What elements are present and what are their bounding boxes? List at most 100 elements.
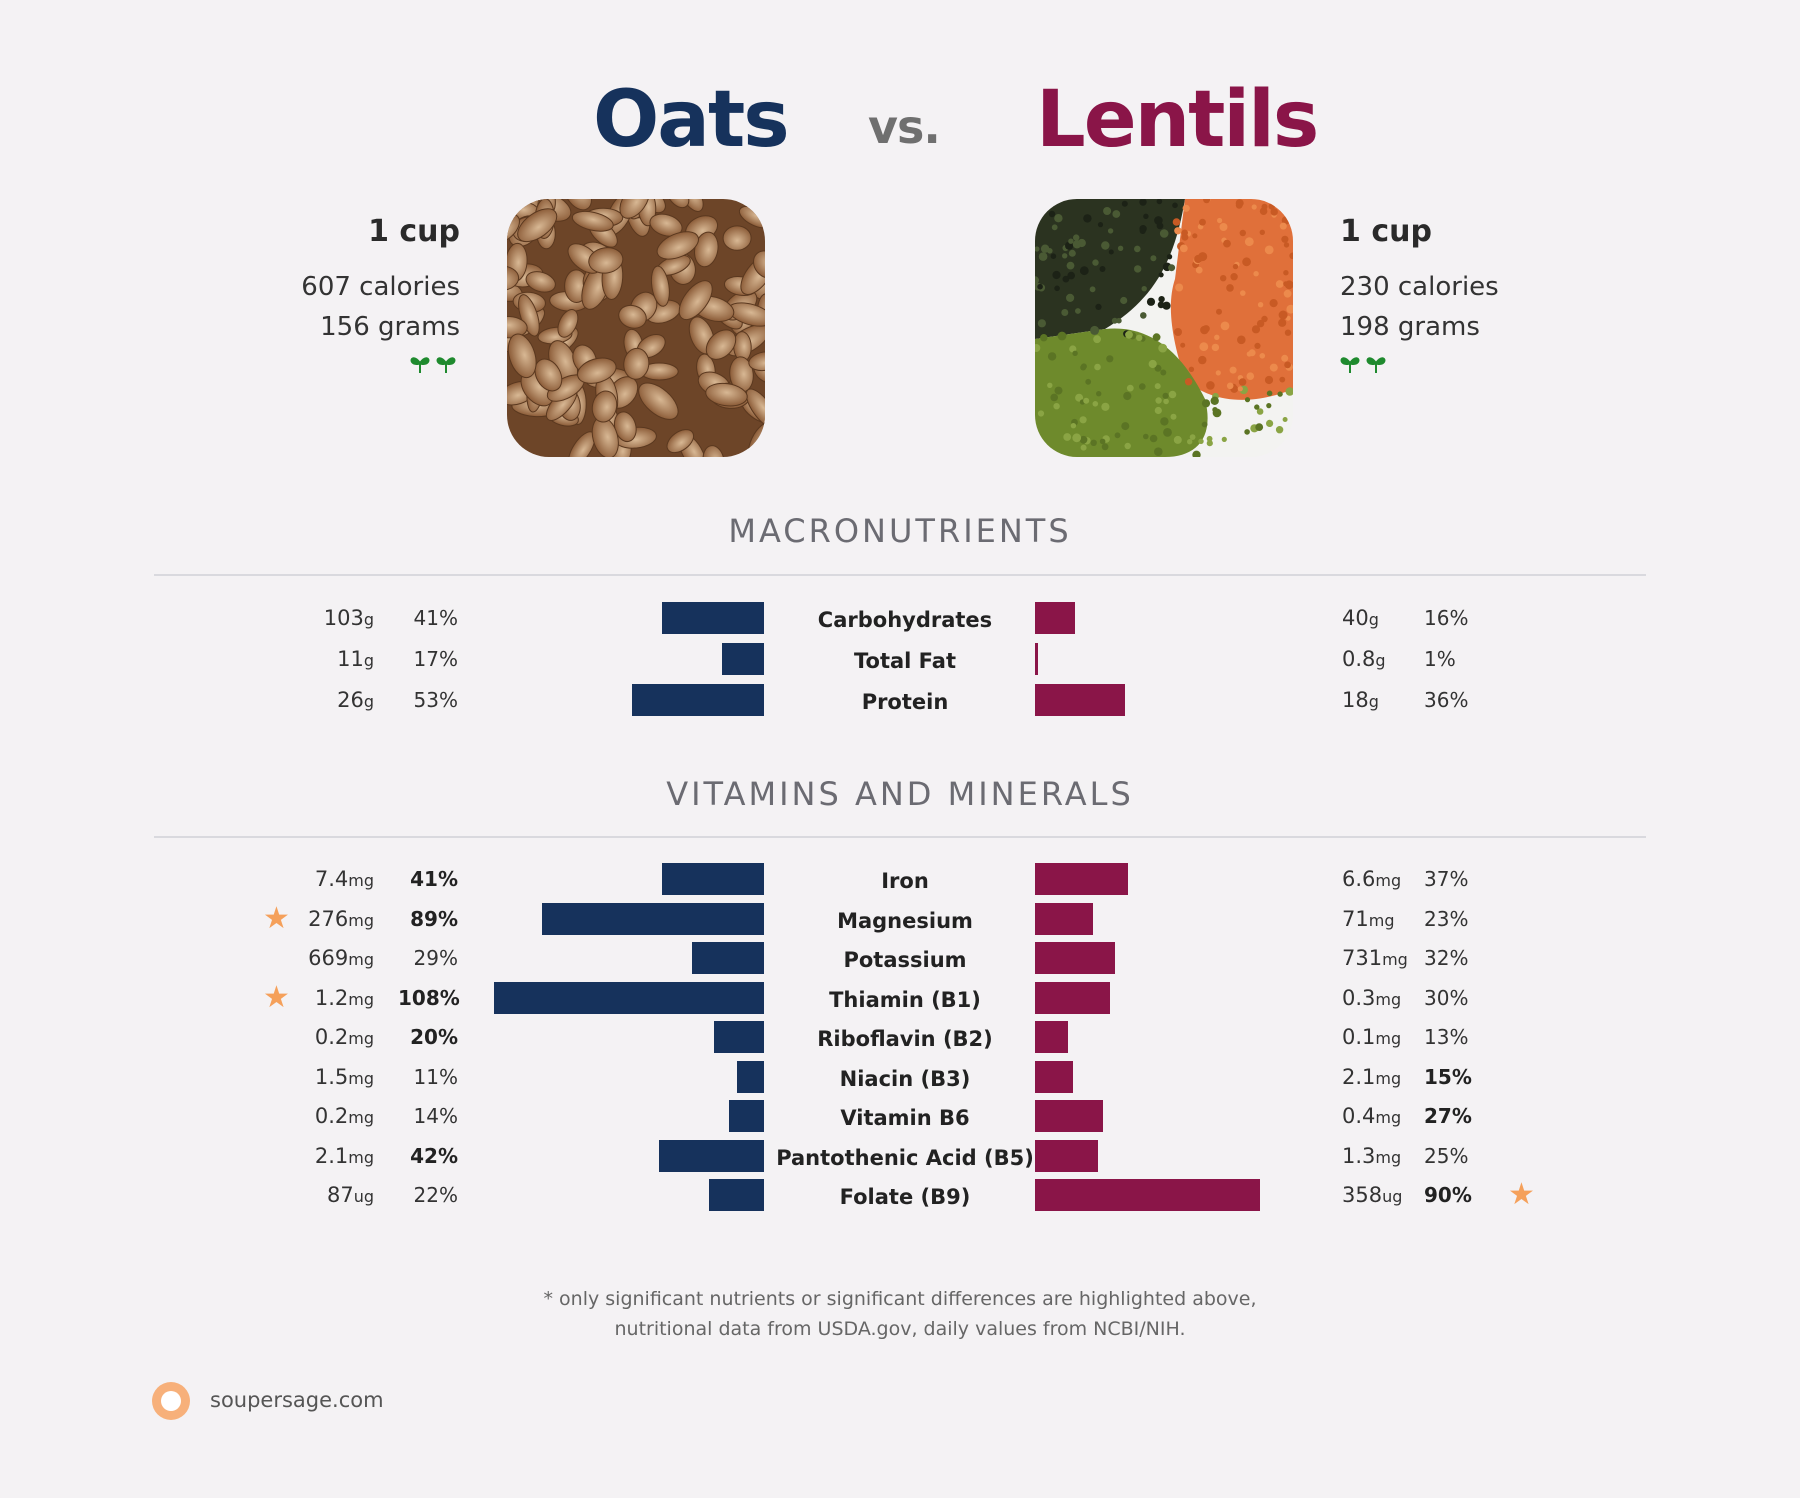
lentils-percent: 36%: [1424, 688, 1469, 712]
lentils-amount: 18g: [1342, 688, 1379, 712]
nutrient-row: 1.5mg 11% Niacin (B3) 2.1mg 15%: [0, 1060, 1800, 1099]
oats-percent: 29%: [413, 946, 458, 970]
lentils-percent: 23%: [1424, 906, 1469, 931]
nutrient-label: Magnesium: [837, 908, 973, 933]
lentils-amount: 1.3mg: [1342, 1143, 1402, 1168]
left-calories: 607 calories: [301, 272, 460, 302]
sprout-icon: [160, 353, 460, 381]
sprout-icon: [1340, 353, 1640, 381]
lentils-percent: 90%: [1424, 1183, 1472, 1207]
lentils-percent: 13%: [1424, 1025, 1469, 1049]
oats-amount: 0.2mg: [314, 1104, 374, 1128]
oats-amount: 26g: [337, 688, 374, 712]
oats-percent: 41%: [413, 606, 458, 630]
lentils-amount: 6.6mg: [1342, 867, 1402, 891]
nutrient-label: Thiamin (B1): [829, 987, 981, 1012]
lentils-bar: [1035, 981, 1110, 1014]
oats-bar: [541, 902, 764, 935]
right-calories: 230 calories: [1340, 272, 1499, 302]
nutrient-row: 87ug 22% Folate (B9) 358ug 90% ★: [0, 1177, 1800, 1217]
left-food-title: Oats: [593, 75, 790, 165]
oats-bar: [691, 942, 764, 974]
oats-amount: 669mg: [308, 946, 374, 970]
oats-bar: [736, 1060, 764, 1093]
section-title-vitamins: VITAMINS AND MINERALS: [666, 775, 1134, 813]
nutrient-row: 103g 41% Carbohydrates 40g 16%: [0, 602, 1800, 640]
right-grams: 198 grams: [1340, 312, 1480, 342]
oats-percent: 41%: [410, 867, 458, 891]
lentils-bar: [1035, 1179, 1260, 1211]
nutrient-row: 0.2mg 14% Vitamin B6 0.4mg 27%: [0, 1100, 1800, 1138]
oats-bar: [729, 1100, 764, 1132]
oats-amount: 87ug: [326, 1183, 374, 1207]
lentils-amount: 40g: [1342, 606, 1379, 630]
right-serving-unit: 1 cup: [1340, 214, 1432, 249]
oats-percent: 89%: [410, 906, 458, 931]
lentils-percent: 32%: [1424, 946, 1469, 970]
right-serving: 1 cup 230 calories 198 grams: [1340, 214, 1640, 381]
lentils-photo: [1035, 199, 1293, 457]
lentils-percent: 25%: [1424, 1143, 1469, 1168]
lentils-percent: 15%: [1424, 1064, 1472, 1089]
nutrient-label: Pantothenic Acid (B5): [776, 1145, 1034, 1170]
oats-amount: 7.4mg: [314, 867, 374, 891]
oats-bar: [709, 1179, 764, 1211]
oats-percent: 11%: [413, 1064, 458, 1089]
lentils-percent: 37%: [1424, 867, 1469, 891]
footnote-line-1: * only significant nutrients or signific…: [543, 1288, 1257, 1310]
oats-amount: 2.1mg: [314, 1143, 374, 1168]
nutrient-row: 7.4mg 41% Iron 6.6mg 37%: [0, 863, 1800, 901]
lentils-percent: 1%: [1424, 647, 1456, 671]
lentils-bar: [1035, 1100, 1103, 1132]
oats-photo: [507, 199, 765, 457]
lentils-amount: 0.8g: [1342, 647, 1386, 671]
oats-bar: [661, 602, 764, 634]
oats-amount: 0.2mg: [314, 1025, 374, 1049]
lentils-bar: [1035, 1060, 1073, 1093]
footnote: * only significant nutrients or signific…: [0, 1284, 1800, 1344]
nutrient-row: 0.2mg 20% Riboflavin (B2) 0.1mg 13%: [0, 1021, 1800, 1059]
section-title-macronutrients: MACRONUTRIENTS: [728, 512, 1072, 550]
star-icon: ★: [263, 979, 290, 1015]
oats-bar: [721, 643, 764, 675]
lentils-percent: 16%: [1424, 606, 1469, 630]
oats-percent: 20%: [410, 1025, 458, 1049]
nutrient-label: Total Fat: [853, 649, 956, 673]
lentils-amount: 731mg: [1342, 946, 1408, 970]
oats-percent: 22%: [413, 1183, 458, 1207]
oats-bar: [659, 1139, 764, 1172]
oats-bar: [661, 863, 764, 895]
oats-percent: 53%: [413, 688, 458, 712]
site-link[interactable]: soupersage.com: [210, 1388, 384, 1412]
lentils-bar: [1035, 684, 1125, 716]
vs-label: vs.: [868, 100, 941, 154]
nutrient-row: 669mg 29% Potassium 731mg 32%: [0, 942, 1800, 980]
lentils-amount: 71mg: [1342, 906, 1395, 931]
nutrient-label: Vitamin B6: [840, 1106, 970, 1130]
lentils-amount: 0.1mg: [1342, 1025, 1402, 1049]
nutrient-row: ★ 276mg 89% Magnesium 71mg 23%: [0, 901, 1800, 941]
oats-amount: 276mg: [308, 906, 374, 931]
lentils-bar: [1035, 1139, 1098, 1172]
oats-amount: 11g: [337, 647, 374, 671]
divider: [154, 574, 1646, 576]
oats-amount: 103g: [323, 606, 374, 630]
nutrient-label: Carbohydrates: [817, 608, 993, 632]
nutrient-row: 11g 17% Total Fat 0.8g 1%: [0, 643, 1800, 681]
lentils-amount: 0.4mg: [1342, 1104, 1402, 1128]
nutrient-row: 26g 53% Protein 18g 36%: [0, 684, 1800, 722]
nutrient-row: 2.1mg 42% Pantothenic Acid (B5) 1.3mg 25%: [0, 1139, 1800, 1178]
oats-bar: [631, 684, 764, 716]
lentils-bar: [1035, 863, 1128, 895]
footnote-line-2: nutritional data from USDA.gov, daily va…: [614, 1318, 1186, 1340]
left-serving-unit: 1 cup: [368, 214, 460, 249]
lentils-bar: [1035, 602, 1075, 634]
oats-percent: 14%: [413, 1104, 458, 1128]
nutrient-label: Protein: [861, 690, 949, 714]
lentils-percent: 30%: [1424, 985, 1469, 1010]
oats-bar: [494, 981, 764, 1014]
oats-amount: 1.5mg: [314, 1064, 374, 1089]
nutrient-label: Iron: [881, 869, 929, 893]
lentils-amount: 0.3mg: [1342, 985, 1402, 1010]
nutrient-row: ★ 1.2mg 108% Thiamin (B1) 0.3mg 30%: [0, 980, 1800, 1020]
